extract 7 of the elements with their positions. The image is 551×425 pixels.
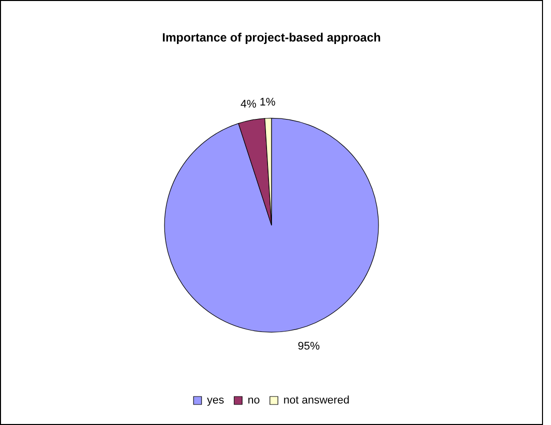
data-label: 4% [240,98,257,110]
chart-title: Importance of project-based approach [162,30,381,45]
data-label: 1% [260,96,276,108]
legend-label: not answered [283,394,350,407]
legend-label: yes [207,394,225,407]
data-label: 95% [298,340,320,353]
legend-label: no [248,394,260,407]
